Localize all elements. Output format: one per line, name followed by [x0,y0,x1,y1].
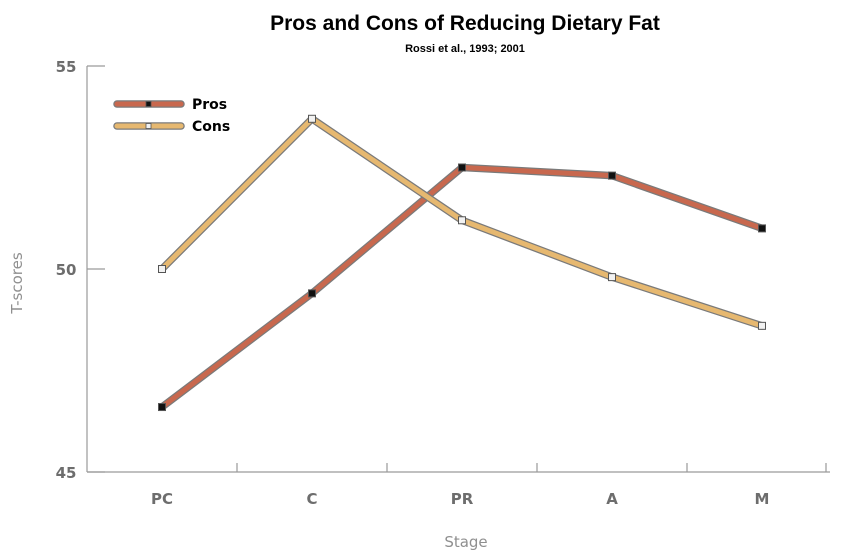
legend: Pros Cons [113,97,230,135]
y-tick-label: 50 [56,261,77,279]
y-tick-label: 45 [56,464,77,482]
data-point [458,163,466,172]
series-line [159,165,765,410]
x-tick-label: M [755,490,770,508]
x-tick-label: C [306,490,317,508]
data-point [758,224,766,233]
data-point [158,403,166,412]
legend-marker [145,123,152,129]
x-tick-label: A [606,490,618,508]
data-point [608,171,616,180]
x-tick-label: PC [151,490,173,508]
x-axis-label: Stage [444,533,487,551]
y-axis-label: T-scores [8,252,26,315]
legend-label: Cons [192,119,230,135]
series-layer [158,114,766,412]
data-point [308,114,316,123]
series-line-outline [158,163,766,411]
data-point [308,289,316,298]
x-ticks: PC C PR A M [151,463,827,508]
legend-label: Pros [192,97,227,113]
x-tick-label: PR [451,490,474,508]
data-point [158,265,166,273]
data-point [608,273,616,282]
y-ticks: 45 50 55 [56,58,105,482]
chart-title: Pros and Cons of Reducing Dietary Fat [270,12,660,35]
data-point [458,216,466,225]
chart-subtitle: Rossi et al., 1993; 2001 [405,43,525,55]
legend-marker [145,101,152,107]
data-point [758,321,766,330]
y-tick-label: 55 [56,58,77,76]
